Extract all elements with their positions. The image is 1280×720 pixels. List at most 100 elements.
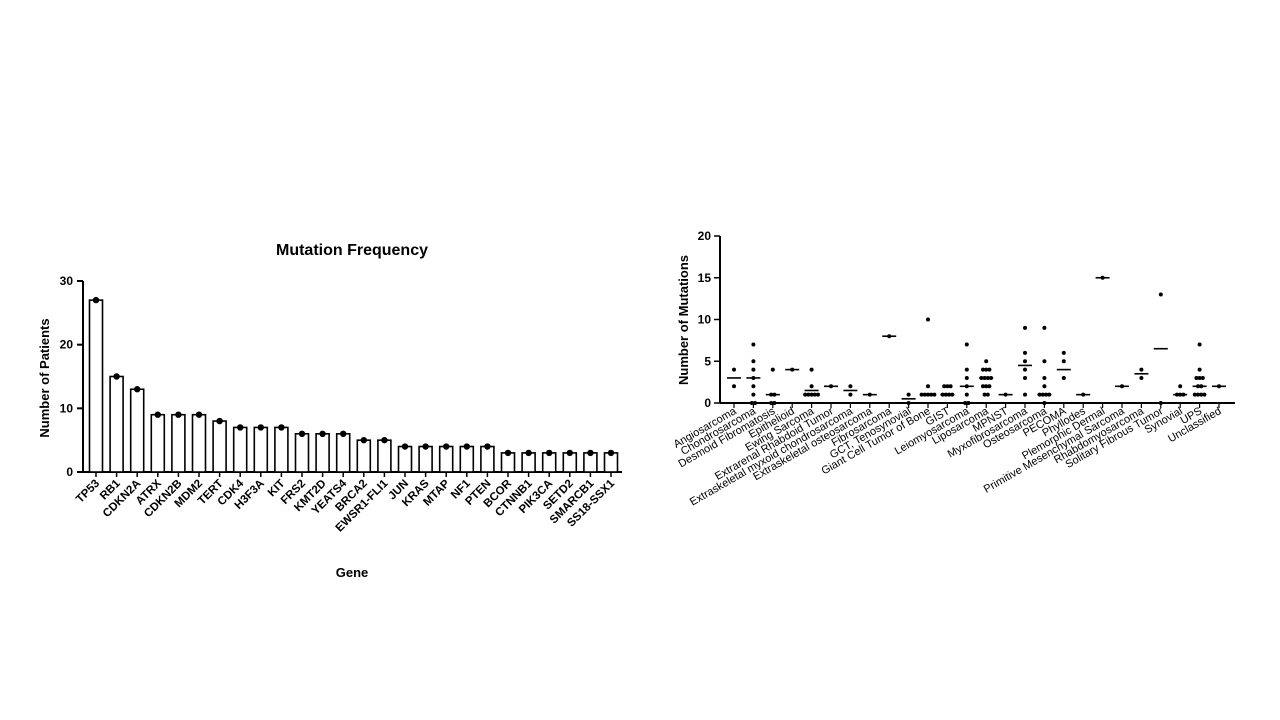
bar	[459, 445, 475, 473]
data-point	[1023, 350, 1027, 355]
y-tick-label: 5	[704, 354, 711, 368]
data-point	[1042, 325, 1047, 330]
y-tick-label: 20	[60, 338, 74, 352]
bar	[253, 426, 269, 473]
data-point	[987, 384, 992, 389]
bar	[377, 439, 392, 473]
data-point	[926, 384, 930, 389]
data-point	[945, 384, 950, 389]
data-point	[1023, 359, 1027, 364]
data-point	[1202, 392, 1207, 397]
y-tick-label: 10	[60, 401, 74, 415]
bar	[150, 413, 166, 473]
data-point	[525, 449, 532, 457]
bar	[294, 432, 310, 473]
x-tick-labels: TP53RB1CDKN2AATRXCDKN2BMDM2TERTCDK4H3F3A…	[74, 472, 618, 534]
data-point	[809, 367, 814, 372]
bar	[335, 432, 351, 473]
data-point	[809, 384, 814, 389]
data-point	[812, 392, 817, 397]
data-point	[401, 443, 409, 450]
data-point	[360, 436, 367, 444]
data-point	[1042, 375, 1047, 380]
data-point	[966, 401, 971, 405]
data-point	[1061, 350, 1066, 355]
y-axis-label: Number of Mutations	[676, 255, 691, 385]
bar	[129, 388, 145, 473]
bar	[274, 426, 289, 473]
data-point	[134, 386, 141, 393]
data-point	[216, 417, 223, 425]
data-point	[926, 317, 930, 322]
data-point	[985, 392, 990, 397]
data-point	[422, 443, 429, 450]
bar	[212, 420, 227, 473]
data-point	[1042, 359, 1047, 364]
data-point	[175, 411, 182, 418]
mutations-by-histology-chart: Number of Mutations 0 5 10 15 20 Angiosarcom…	[672, 229, 1235, 509]
bar	[356, 439, 372, 473]
data-point	[1023, 375, 1027, 380]
x-axis-label: Gene	[336, 565, 369, 580]
data-point	[809, 392, 814, 397]
data-point	[1200, 375, 1205, 380]
data-point	[607, 449, 615, 457]
data-point	[984, 359, 989, 364]
data-point	[113, 373, 120, 380]
bars	[88, 296, 619, 473]
data-point	[546, 449, 553, 457]
data-point	[772, 401, 777, 405]
data-point	[1192, 392, 1197, 397]
data-point	[964, 392, 969, 397]
data-point	[964, 342, 969, 347]
data-point	[1061, 375, 1066, 380]
data-point	[1042, 384, 1047, 389]
data-point	[981, 384, 985, 389]
bar	[397, 445, 413, 473]
data-point	[92, 296, 100, 304]
data-point	[770, 367, 775, 372]
data-point	[751, 384, 756, 389]
data-point	[964, 375, 969, 380]
bar	[232, 426, 248, 473]
y-tick-label: 0	[704, 396, 711, 410]
data-point	[1139, 375, 1144, 380]
bar	[315, 432, 330, 473]
data-point	[1158, 292, 1163, 297]
data-point	[981, 367, 985, 372]
y-ticks: 0 10 20 30	[60, 274, 83, 479]
data-point	[942, 384, 947, 389]
x-tick-label: TP53	[74, 478, 102, 506]
data-point	[463, 443, 470, 450]
data-point	[751, 342, 756, 347]
data-point	[319, 430, 326, 437]
data-point	[1023, 367, 1027, 372]
bar	[438, 445, 454, 473]
data-point	[732, 384, 736, 389]
bar	[418, 445, 433, 473]
data-point	[982, 392, 987, 397]
data-point	[803, 392, 808, 397]
data-point	[154, 411, 161, 418]
mutation-frequency-chart: Mutation Frequency Number of Patients Ge…	[37, 242, 622, 580]
scatter-points	[727, 275, 1226, 405]
data-point	[278, 424, 285, 431]
data-point	[1061, 359, 1066, 364]
bar	[109, 375, 124, 473]
y-tick-label: 10	[698, 313, 712, 327]
data-point	[1197, 375, 1202, 380]
y-tick-label: 0	[66, 465, 73, 479]
data-point	[257, 424, 264, 431]
bar	[480, 445, 495, 473]
y-axis-label: Number of Patients	[37, 318, 52, 437]
data-point	[751, 359, 756, 364]
data-point	[848, 392, 853, 397]
data-point	[1197, 367, 1202, 372]
y-ticks: 0 5 10 15 20	[698, 229, 720, 410]
data-point	[806, 392, 811, 397]
data-point	[298, 430, 306, 437]
data-point	[1199, 392, 1204, 397]
data-point	[987, 367, 992, 372]
y-tick-label: 30	[60, 274, 74, 288]
